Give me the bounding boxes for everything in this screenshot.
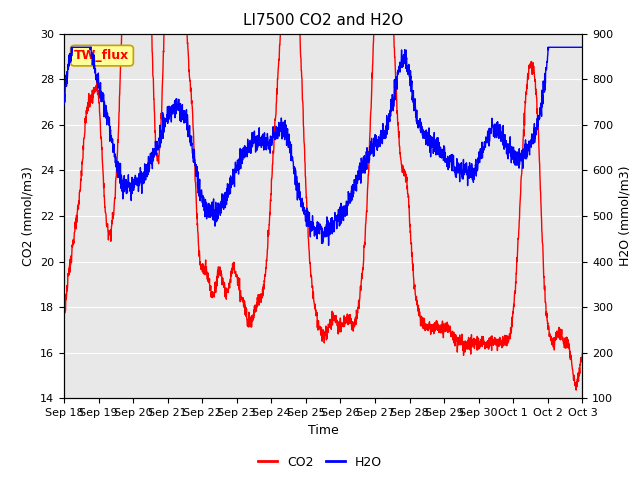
Y-axis label: H2O (mmol/m3): H2O (mmol/m3) xyxy=(619,166,632,266)
Y-axis label: CO2 (mmol/m3): CO2 (mmol/m3) xyxy=(22,166,35,266)
Legend: CO2, H2O: CO2, H2O xyxy=(253,451,387,474)
Title: LI7500 CO2 and H2O: LI7500 CO2 and H2O xyxy=(243,13,403,28)
Text: TW_flux: TW_flux xyxy=(74,49,130,62)
X-axis label: Time: Time xyxy=(308,424,339,437)
